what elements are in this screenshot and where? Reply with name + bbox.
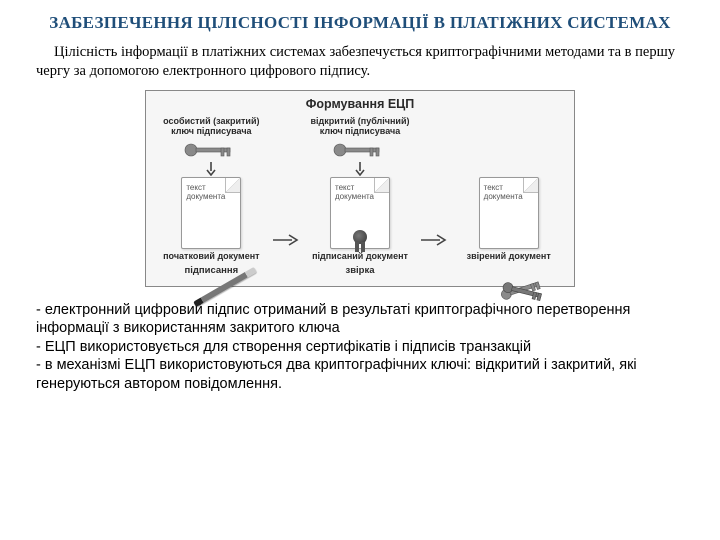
stage-verified-label: звірений документ [467,252,551,261]
key-icon [181,141,241,159]
stage-signed-label: підписаний документ [312,252,408,261]
spacer [507,265,510,276]
stage-source-label: початковий документ [163,252,259,261]
keys-icon [496,278,556,302]
arrow-down-icon [205,162,217,176]
key-icon [330,141,390,159]
diagram-title: Формування ЕЦП [158,97,562,111]
doc-source: текст документа [181,177,241,249]
doc-signed: текст документа [330,177,390,249]
bullet-item: - в механізмі ЕЦП використовуються два к… [36,356,684,393]
page-title: ЗАБЕЗПЕЧЕННЯ ЦІЛІСНОСТІ ІНФОРМАЦІЇ В ПЛА… [36,12,684,33]
bullet-item: - електронний цифровий підпис отриманий … [36,301,684,338]
spacer [507,117,510,139]
arrow-right-icon [421,117,447,275]
arrow-right-icon [273,117,299,275]
ecp-diagram: Формування ЕЦП особистий (закритий) ключ… [145,90,575,286]
intro-paragraph: Цілісність інформації в платіжних систем… [36,43,684,80]
doc-text: текст документа [335,184,385,202]
seal-icon [353,230,367,244]
public-key-label: відкритий (публічний) ключ підписувача [307,117,414,139]
col-source: особистий (закритий) ключ підписувача те… [158,117,265,275]
private-key-label: особистий (закритий) ключ підписувача [158,117,265,139]
step-sign-label: підписання [184,265,238,276]
step-verify-label: звірка [345,265,374,276]
bullet-item: - ЕЦП використовується для створення сер… [36,338,684,357]
doc-text: текст документа [186,184,236,202]
doc-verified: текст документа [479,177,539,249]
col-signed: відкритий (публічний) ключ підписувача т… [307,117,414,275]
col-verified: текст документа [455,117,562,275]
bullet-list: - електронний цифровий підпис отриманий … [36,301,684,394]
diagram-container: Формування ЕЦП особистий (закритий) ключ… [36,90,684,286]
arrow-down-icon [354,162,366,176]
doc-text: текст документа [484,184,534,202]
